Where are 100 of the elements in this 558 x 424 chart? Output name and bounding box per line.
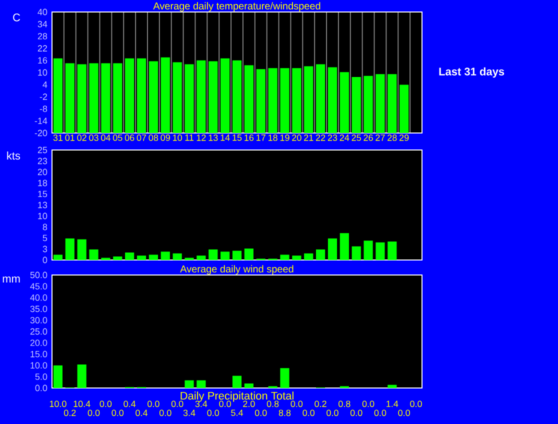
data-label: 0.0: [290, 400, 303, 408]
x-tick-label: 31: [53, 134, 63, 141]
y-tick-label: 5: [42, 234, 48, 242]
bar: [304, 253, 314, 260]
x-tick-label: 27: [376, 134, 385, 141]
data-label: 0.4: [136, 410, 148, 416]
x-tick-label: 02: [77, 134, 86, 141]
bar: [400, 84, 409, 133]
bar: [328, 238, 338, 260]
y-tick-label: 18: [38, 180, 48, 186]
bar: [232, 376, 242, 388]
bar: [208, 61, 218, 133]
bar: [328, 67, 338, 133]
data-label: 0.2: [64, 410, 76, 416]
bar: [148, 61, 158, 133]
bar: [101, 63, 110, 133]
x-tick-label: 16: [244, 134, 254, 141]
data-label: 10.0: [50, 400, 66, 408]
bar: [388, 74, 397, 133]
y-axis-title: mm: [2, 276, 20, 282]
data-label: 3.4: [183, 410, 196, 416]
data-label: 0.0: [374, 410, 386, 416]
data-label: 0.0: [326, 410, 338, 416]
data-label: 0.0: [207, 410, 220, 416]
data-label: 1.4: [386, 400, 398, 407]
x-tick-label: 06: [124, 134, 134, 141]
y-tick-label: 5.0: [35, 374, 48, 380]
bar: [244, 383, 254, 388]
x-tick-label: 22: [316, 134, 326, 141]
bar: [65, 63, 74, 133]
y-tick-label: 35.0: [30, 306, 48, 312]
bar: [196, 60, 206, 133]
y-tick-label: 20.0: [30, 340, 48, 346]
x-tick-label: 12: [196, 134, 206, 141]
y-tick-label: 28: [38, 33, 48, 40]
data-label: 0.0: [302, 410, 315, 416]
x-tick-label: 04: [101, 134, 110, 141]
x-tick-label: 11: [185, 134, 194, 141]
bar: [184, 64, 194, 133]
x-tick-label: 15: [232, 134, 242, 141]
bar: [77, 364, 86, 388]
data-label: 0.8: [338, 400, 350, 408]
data-label: 0.4: [124, 400, 136, 408]
data-label: 0.0: [112, 410, 124, 416]
y-tick-label: -14: [34, 118, 48, 124]
bar: [184, 380, 194, 388]
y-tick-label: 30.0: [30, 317, 48, 324]
y-tick-label: -2: [40, 94, 48, 100]
bar: [89, 249, 98, 260]
bar: [388, 242, 397, 260]
bar: [268, 68, 278, 133]
y-tick-label: 10: [38, 212, 48, 220]
y-tick-label: 34: [38, 20, 48, 28]
x-tick-label: 20: [292, 134, 302, 141]
data-label: 0.8: [266, 400, 279, 408]
y-tick-label: 45.0: [30, 283, 48, 290]
y-tick-label: 10: [38, 69, 48, 76]
y-tick-label: 8: [42, 224, 48, 230]
y-tick-label: 25.0: [30, 328, 48, 335]
bar: [125, 58, 134, 133]
data-label: 0.0: [398, 410, 410, 416]
bar: [340, 72, 349, 133]
data-label: 5.4: [231, 410, 243, 416]
x-tick-label: 21: [304, 134, 314, 141]
y-tick-label: 0.0: [35, 384, 48, 392]
x-tick-label: 05: [112, 134, 122, 141]
bar: [136, 256, 146, 260]
y-axis-title: kts: [7, 152, 20, 160]
bar: [77, 64, 86, 133]
data-label: 0.0: [254, 410, 267, 416]
bar: [292, 68, 302, 133]
bar: [256, 69, 266, 133]
bar: [232, 250, 242, 260]
data-label: 8.8: [278, 410, 291, 416]
data-label: 2.0: [243, 400, 255, 408]
y-tick-label: 15: [38, 190, 48, 198]
x-tick-label: 13: [208, 134, 218, 141]
bar: [364, 240, 373, 260]
y-tick-label: 40.0: [30, 294, 48, 301]
bar: [148, 254, 158, 260]
bar: [196, 380, 206, 388]
bar: [208, 249, 218, 260]
bar: [316, 249, 326, 260]
x-tick-label: 29: [400, 134, 409, 141]
data-label: 0.0: [362, 400, 374, 408]
data-label: 0.0: [171, 400, 184, 408]
y-tick-label: 4: [42, 82, 48, 88]
data-label: 0.0: [159, 410, 172, 416]
bar: [292, 256, 302, 260]
x-axis-title: Daily Precipitation Total: [180, 392, 294, 402]
x-tick-label: 14: [220, 134, 230, 141]
y-tick-label: 3: [42, 246, 48, 252]
y-tick-label: 23: [38, 158, 48, 164]
y-tick-label: 0: [42, 256, 48, 264]
bar: [172, 253, 182, 260]
bar: [280, 68, 290, 133]
y-axis-title: C: [13, 14, 20, 22]
y-tick-label: 13: [38, 202, 48, 208]
y-tick-label: 25: [38, 146, 48, 154]
y-tick-label: 22: [38, 45, 48, 52]
